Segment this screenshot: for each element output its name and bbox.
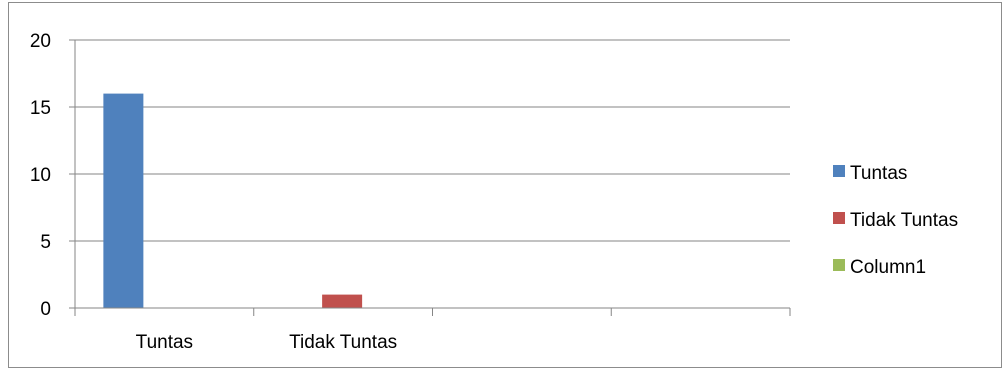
- y-tick-label: 20: [30, 31, 51, 52]
- legend-label: Tidak Tuntas: [850, 210, 958, 231]
- gridlines: [75, 39, 790, 242]
- axes: 0 5 10 15 20 Tuntas Tidak Tuntas: [30, 31, 791, 353]
- bars: [103, 93, 363, 308]
- legend-swatch: [833, 259, 845, 271]
- x-tick-label: Tuntas: [136, 332, 193, 353]
- bar: [103, 93, 144, 308]
- legend-label: Tuntas: [850, 163, 907, 184]
- legend-label: Column1: [850, 257, 926, 278]
- y-tick-label: 0: [40, 299, 51, 320]
- legend-swatch: [833, 212, 845, 224]
- chart-frame: [8, 2, 1002, 368]
- y-tick-label: 15: [30, 98, 51, 119]
- bar: [322, 294, 363, 308]
- x-tick-label: Tidak Tuntas: [289, 332, 397, 353]
- y-tick-label: 10: [30, 165, 51, 186]
- legend: Tuntas Tidak Tuntas Column1: [833, 163, 958, 278]
- y-tick-label: 5: [40, 232, 51, 253]
- legend-swatch: [833, 165, 845, 177]
